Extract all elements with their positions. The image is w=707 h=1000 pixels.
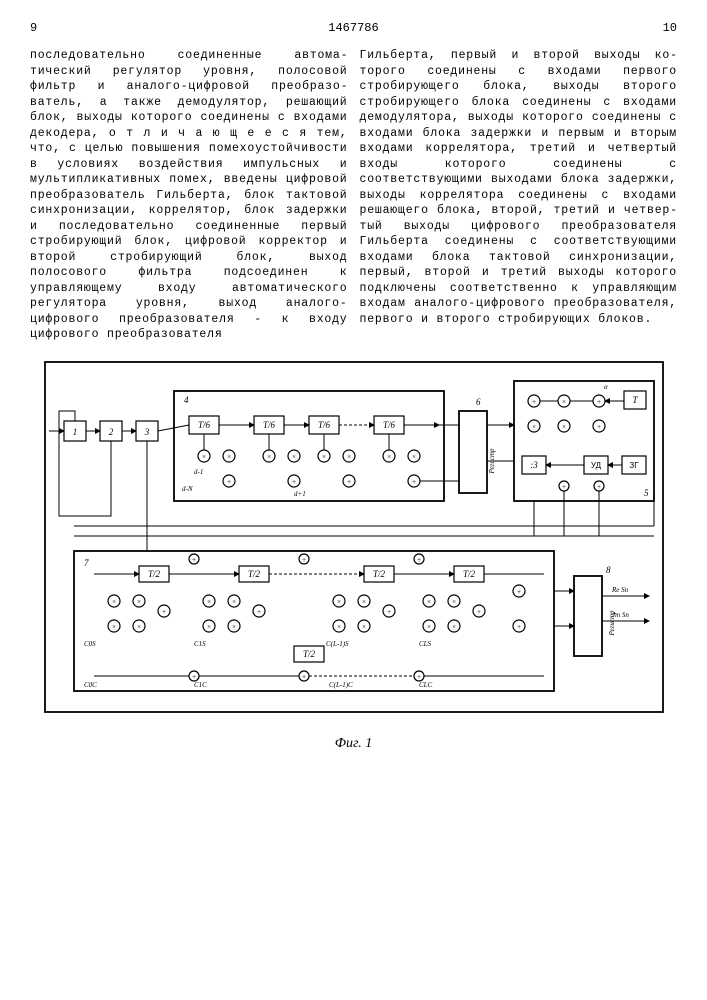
svg-text:C(L-1)S: C(L-1)S: [326, 640, 349, 648]
svg-text:C0S: C0S: [84, 640, 96, 648]
svg-text:+: +: [476, 608, 481, 616]
text-columns: последовательно соединенные автома­тичес…: [30, 48, 677, 343]
svg-text:ЗГ: ЗГ: [629, 461, 639, 470]
svg-text:УД: УД: [590, 461, 601, 470]
block-4-label: 4: [184, 395, 189, 405]
svg-text:×: ×: [206, 623, 211, 631]
svg-text:×: ×: [411, 453, 416, 461]
svg-text:+: +: [516, 588, 521, 596]
svg-text:T/6: T/6: [317, 420, 330, 430]
left-column: последовательно соединенные автома­тичес…: [30, 48, 348, 343]
svg-text:+: +: [596, 423, 601, 431]
figure-caption: Фиг. 1: [30, 735, 677, 754]
svg-text:+: +: [191, 673, 196, 681]
diagram-container: 1 2 3 4 T/6 T/6 T/6 T/6 × × × × × × × × …: [30, 361, 677, 754]
svg-text:×: ×: [321, 453, 326, 461]
svg-text:+: +: [516, 623, 521, 631]
svg-text:×: ×: [336, 623, 341, 631]
patent-number: 1467786: [70, 20, 637, 36]
svg-text:+: +: [301, 556, 306, 564]
block-3-label: 3: [143, 427, 149, 437]
svg-text:+: +: [256, 608, 261, 616]
svg-text:T/6: T/6: [197, 420, 210, 430]
svg-text:×: ×: [226, 453, 231, 461]
svg-text:Re Sn: Re Sn: [611, 586, 629, 594]
block-1-label: 1: [72, 427, 77, 437]
svg-text:×: ×: [231, 598, 236, 606]
block-8-label: 8: [606, 565, 611, 575]
svg-text:×: ×: [386, 453, 391, 461]
block-7-label: 7: [84, 558, 89, 568]
svg-text:×: ×: [361, 598, 366, 606]
svg-text:×: ×: [336, 598, 341, 606]
svg-text:+: +: [301, 673, 306, 681]
svg-text:+: +: [411, 478, 416, 486]
block-4-frame: [174, 391, 444, 501]
svg-text:T/2: T/2: [302, 649, 315, 659]
svg-text:+: +: [161, 608, 166, 616]
page-header: 9 1467786 10: [30, 20, 677, 36]
svg-text::3: :3: [530, 460, 538, 470]
svg-text:T/6: T/6: [262, 420, 275, 430]
svg-text:×: ×: [266, 453, 271, 461]
svg-text:α: α: [604, 383, 608, 391]
svg-text:T/6: T/6: [382, 420, 395, 430]
svg-text:×: ×: [451, 623, 456, 631]
block-6-label: 6: [476, 397, 481, 407]
svg-text:+: +: [416, 556, 421, 564]
block-6-frame: [459, 411, 487, 493]
svg-text:×: ×: [561, 423, 566, 431]
block-8-frame: [574, 576, 602, 656]
svg-text:×: ×: [111, 623, 116, 631]
svg-text:C(L-1)C: C(L-1)C: [329, 681, 353, 689]
svg-text:+: +: [346, 478, 351, 486]
svg-text:×: ×: [201, 453, 206, 461]
svg-text:+: +: [386, 608, 391, 616]
left-page-number: 9: [30, 20, 70, 36]
svg-text:×: ×: [111, 598, 116, 606]
svg-text:×: ×: [136, 598, 141, 606]
right-page-number: 10: [637, 20, 677, 36]
svg-text:T/2: T/2: [147, 569, 160, 579]
svg-text:T/2: T/2: [247, 569, 260, 579]
block-2-label: 2: [108, 427, 113, 437]
svg-text:+: +: [291, 478, 296, 486]
svg-text:×: ×: [291, 453, 296, 461]
svg-text:Jm Sn: Jm Sn: [612, 611, 629, 619]
svg-text:×: ×: [206, 598, 211, 606]
svg-text:×: ×: [136, 623, 141, 631]
svg-text:C1C: C1C: [194, 681, 207, 689]
svg-text:d-N: d-N: [182, 485, 193, 493]
svg-text:T/2: T/2: [372, 569, 385, 579]
input-chain: 1 2 3: [49, 421, 158, 441]
svg-text:C1S: C1S: [194, 640, 206, 648]
svg-text:+: +: [531, 398, 536, 406]
svg-text:×: ×: [531, 423, 536, 431]
svg-text:×: ×: [561, 398, 566, 406]
svg-text:d+1: d+1: [294, 490, 306, 498]
svg-text:CLS: CLS: [419, 640, 432, 648]
svg-text:×: ×: [451, 598, 456, 606]
svg-text:+: +: [416, 673, 421, 681]
svg-text:+: +: [596, 483, 601, 491]
svg-text:+: +: [226, 478, 231, 486]
svg-text:C0C: C0C: [84, 681, 97, 689]
svg-text:×: ×: [426, 623, 431, 631]
svg-text:+: +: [596, 398, 601, 406]
svg-text:×: ×: [231, 623, 236, 631]
svg-text:+: +: [561, 483, 566, 491]
svg-text:×: ×: [426, 598, 431, 606]
block-5-label: 5: [644, 488, 649, 498]
svg-text:×: ×: [361, 623, 366, 631]
svg-text:+: +: [191, 556, 196, 564]
right-column: Гильберта, первый и второй выходы ко­тор…: [360, 48, 678, 343]
block-diagram: 1 2 3 4 T/6 T/6 T/6 T/6 × × × × × × × × …: [44, 361, 664, 731]
svg-text:×: ×: [346, 453, 351, 461]
svg-text:CLC: CLC: [419, 681, 433, 689]
svg-text:T/2: T/2: [462, 569, 475, 579]
svg-text:d-1: d-1: [194, 468, 203, 476]
